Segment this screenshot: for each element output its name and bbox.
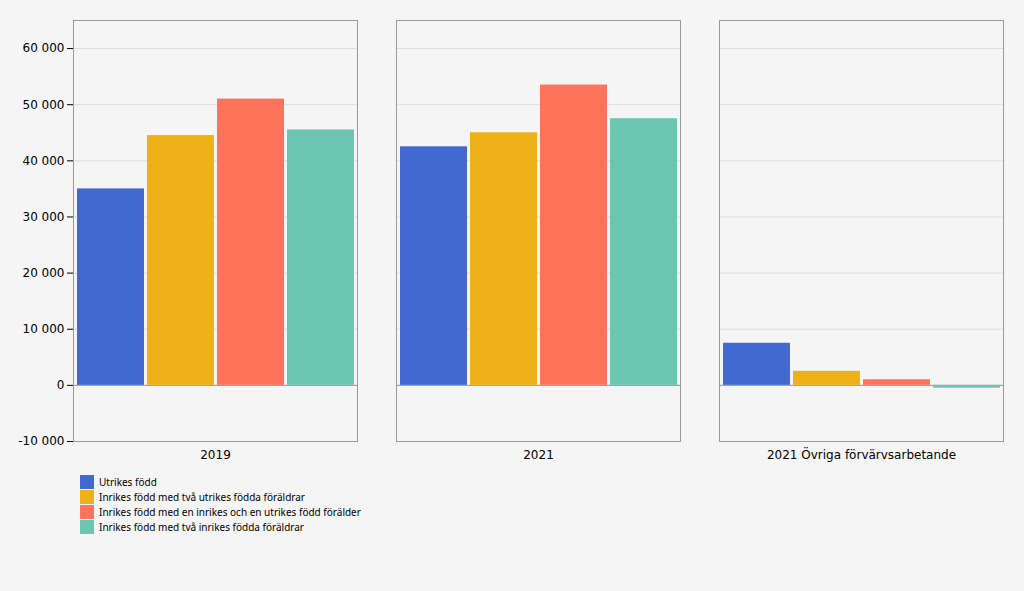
html-text:Utrikes född: Utrikes född [99,475,157,489]
svg-text:20 000: 20 000 [23,266,65,280]
svg-text:10 000: 10 000 [23,322,65,336]
html-text:Inrikes född med två inrikes f: Inrikes född med två inrikes födda föräl… [99,520,304,534]
svg-text:0: 0 [57,378,65,392]
svg-text:60 000: 60 000 [23,41,65,55]
svg-text:-10 000: -10 000 [18,434,64,448]
svg-text:30 000: 30 000 [23,210,65,224]
svg-text:2019: 2019 [200,448,231,462]
svg-text:2021: 2021 [523,448,554,462]
html-text:Inrikes född med två utrikes f: Inrikes född med två utrikes födda föräl… [99,490,305,504]
svg-text:40 000: 40 000 [23,154,65,168]
html-text:Inrikes född med en inrikes oc: Inrikes född med en inrikes och en utrik… [99,505,361,519]
svg-text:50 000: 50 000 [23,98,65,112]
svg-text:2021 Övriga förvärvsarbetande: 2021 Övriga förvärvsarbetande [767,446,956,462]
